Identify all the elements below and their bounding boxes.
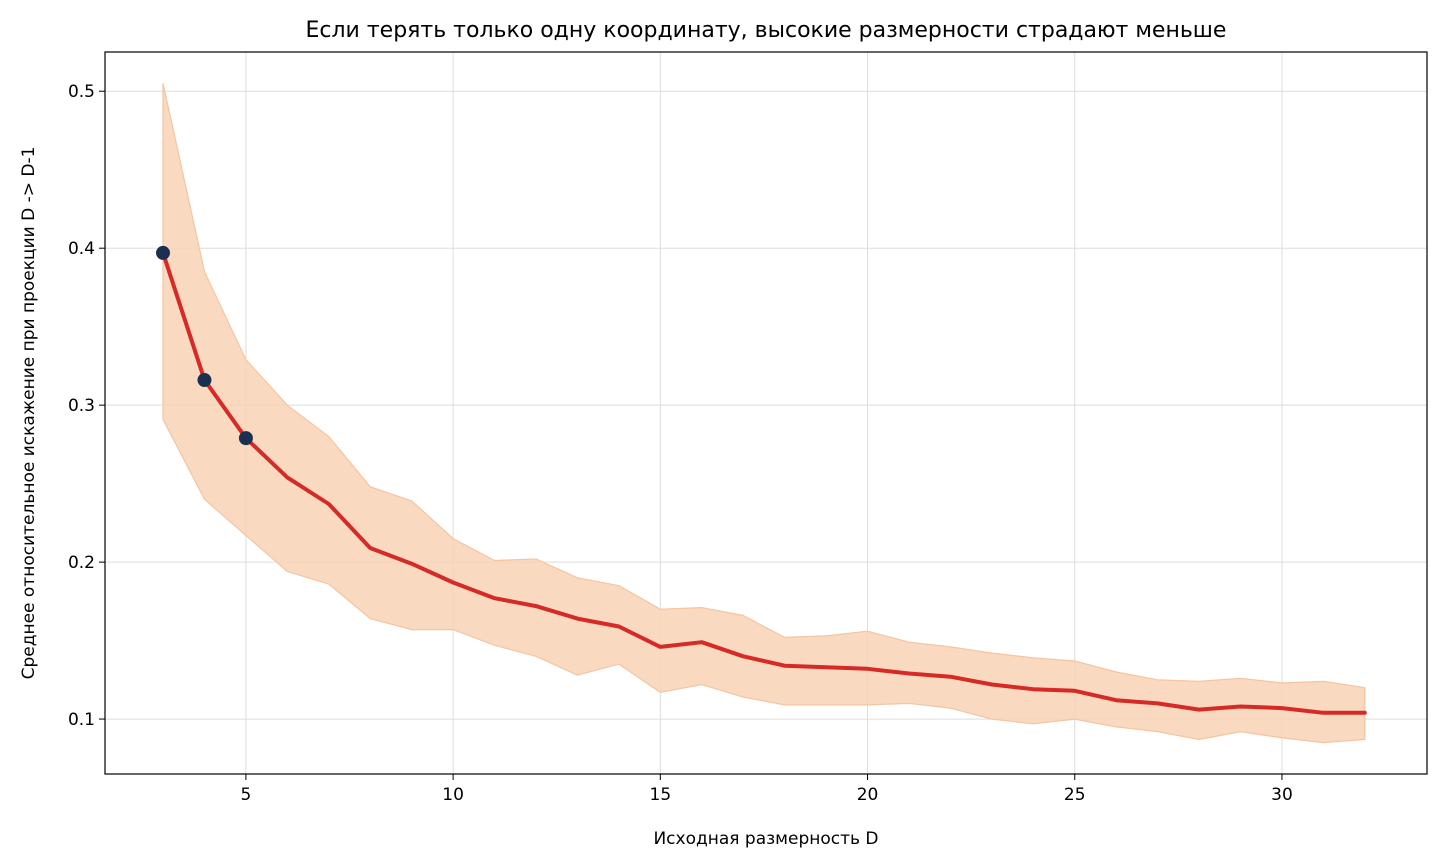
- line-layer: [161, 250, 1367, 715]
- x-tick-label: 10: [442, 785, 464, 805]
- mean-distortion-line: [161, 250, 1367, 715]
- y-tick-label: 0.5: [68, 82, 95, 102]
- highlight-point: [197, 373, 212, 388]
- y-tick-label: 0.2: [68, 553, 95, 573]
- plot-frame: [104, 51, 1428, 775]
- chart-title: Если терять только одну координату, высо…: [306, 18, 1227, 43]
- x-tick-label: 20: [857, 785, 879, 805]
- x-tick-label: 30: [1271, 785, 1293, 805]
- highlight-point: [156, 245, 171, 260]
- y-tick-label: 0.3: [68, 396, 95, 416]
- band-layer: [162, 83, 1366, 744]
- y-tick-label: 0.1: [68, 710, 95, 730]
- x-axis-label: Исходная размерность D: [653, 829, 878, 849]
- marker-layer: [156, 245, 253, 446]
- highlight-point: [238, 431, 253, 446]
- x-tick-label: 5: [240, 785, 251, 805]
- y-tick-label: 0.4: [68, 239, 95, 259]
- x-axis-ticks: 5 10 15 20 25 30: [240, 774, 1293, 805]
- x-tick-label: 25: [1064, 785, 1086, 805]
- x-tick-label: 15: [650, 785, 672, 805]
- y-axis-ticks: 0.1 0.2 0.3 0.4 0.5: [68, 82, 105, 730]
- spread-band: [162, 83, 1366, 744]
- y-axis-label: Среднее относительное искажение при прое…: [19, 147, 39, 680]
